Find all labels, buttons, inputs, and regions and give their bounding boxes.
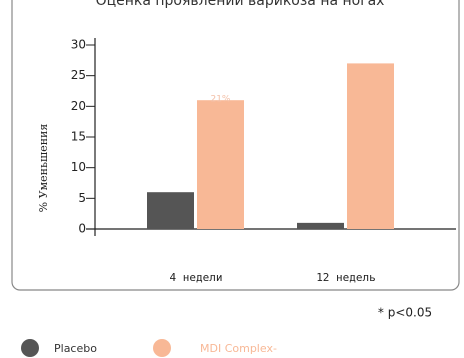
y-tick-label: 20 bbox=[71, 99, 86, 113]
footnote: * p<0.05 bbox=[378, 306, 432, 320]
legend-label: Placebo bbox=[54, 342, 97, 355]
y-tick-label: 10 bbox=[71, 160, 86, 174]
legend-swatch bbox=[153, 339, 171, 357]
bar bbox=[197, 100, 244, 229]
y-axis-label: % Уменьшения bbox=[37, 124, 50, 213]
chart-title: Оценка проявлений варикоза на ногах bbox=[96, 0, 385, 9]
bar bbox=[297, 222, 344, 229]
x-tick-label: 12 недель bbox=[316, 271, 376, 284]
y-tick-label: 15 bbox=[71, 130, 86, 144]
bar bbox=[147, 192, 194, 229]
value-label: 21% bbox=[210, 95, 230, 105]
chart-frame bbox=[11, 0, 460, 291]
y-tick-label: 30 bbox=[71, 38, 86, 52]
bar bbox=[347, 63, 394, 230]
legend-swatch bbox=[21, 339, 39, 357]
y-tick-label: 0 bbox=[78, 222, 86, 236]
legend-label: MDI Complex- bbox=[200, 342, 277, 355]
x-tick-label: 4 недели bbox=[170, 271, 223, 284]
y-tick-label: 25 bbox=[71, 68, 86, 82]
y-tick-label: 5 bbox=[78, 191, 86, 205]
